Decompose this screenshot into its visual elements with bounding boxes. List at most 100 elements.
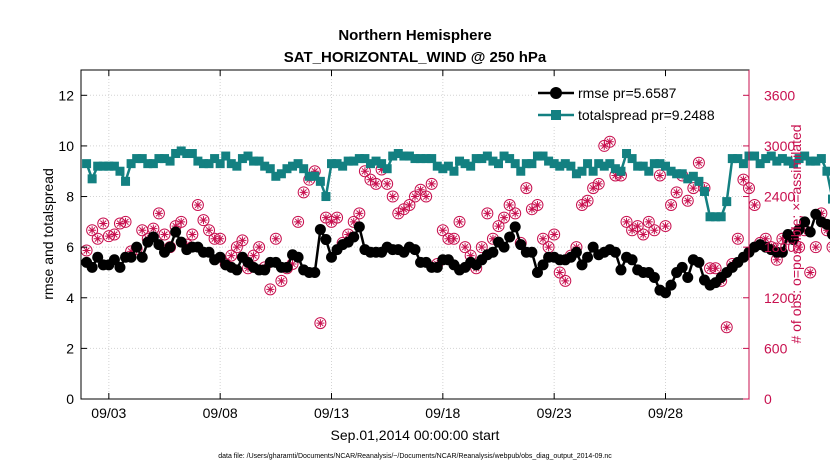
totalspread-point <box>560 159 570 169</box>
obs-assimilated-marker <box>110 230 119 239</box>
obs-assimilated-marker <box>394 209 403 218</box>
rmse-point <box>108 254 120 266</box>
obs-possible-marker <box>681 194 694 207</box>
legend-box <box>532 78 742 126</box>
chart-title: Northern Hemisphere <box>338 27 491 44</box>
legend: rmse pr=5.6587 totalspread pr=9.2488 <box>532 78 742 126</box>
obs-assimilated-marker <box>310 167 319 176</box>
totalspread-point <box>304 171 314 181</box>
obs-assimilated-marker <box>589 184 598 193</box>
totalspread-point <box>494 159 503 169</box>
rmse-point <box>164 241 176 253</box>
obs-assimilated-marker <box>205 226 214 235</box>
obs-possible-marker <box>665 198 678 211</box>
obs-count-point <box>91 232 104 245</box>
rmse-point <box>92 251 104 263</box>
totalspread-point <box>777 154 787 164</box>
obs-assimilated-marker <box>121 217 130 226</box>
obs-assimilated-marker <box>177 217 186 226</box>
obs-possible-marker <box>331 211 344 224</box>
obs-possible-marker <box>720 321 733 334</box>
obs-count-point <box>186 228 199 241</box>
rmse-point <box>314 223 326 235</box>
totalspread-point <box>98 161 108 171</box>
obs-count-point <box>631 220 644 233</box>
obs-count-point <box>264 283 277 296</box>
obs-assimilated-marker <box>383 179 392 188</box>
y-axis-ticks: 0 2 4 6 8 10 12 <box>58 87 87 407</box>
obs-count-point <box>275 274 288 287</box>
totalspread-point <box>254 156 264 166</box>
obs-possible-marker <box>175 215 188 228</box>
totalspread-point <box>627 154 637 164</box>
totalspread-point <box>577 166 587 176</box>
obs-possible-marker <box>498 211 511 224</box>
totalspread-point <box>794 154 804 164</box>
rmse-point <box>320 234 332 246</box>
right-axis-ticks: 0 600 1200 1800 2400 3000 3600 <box>743 70 795 407</box>
obs-assimilated-marker <box>449 234 458 243</box>
obs-count-point <box>620 215 633 228</box>
obs-count-point <box>420 190 433 203</box>
rmse-point <box>348 231 360 243</box>
obs-count-point <box>353 207 366 220</box>
totalspread-point <box>226 159 236 169</box>
obs-count-point <box>108 228 121 241</box>
rmse-point <box>799 216 811 228</box>
rmse-point <box>86 261 98 273</box>
obs-assimilated-marker <box>555 268 564 277</box>
obs-count-point <box>537 232 550 245</box>
obs-count-point <box>158 228 171 241</box>
obs-assimilated-marker <box>488 234 497 243</box>
totalspread-point <box>583 159 593 169</box>
totalspread-point <box>822 166 830 176</box>
y-tick-label: 6 <box>66 239 74 255</box>
obs-possible-marker <box>264 283 277 296</box>
obs-count-point <box>648 224 661 237</box>
totalspread-point <box>126 159 136 169</box>
rmse-point <box>693 256 705 268</box>
obs-assimilated-marker <box>522 184 531 193</box>
totalspread-point <box>421 154 431 164</box>
obs-assimilated-marker <box>694 158 703 167</box>
totalspread-point <box>143 159 153 169</box>
obs-count-point <box>236 234 249 247</box>
obs-assimilated-marker <box>622 217 631 226</box>
obs-possible-marker <box>436 224 449 237</box>
obs-assimilated-marker <box>533 200 542 209</box>
totalspread-point <box>182 149 192 159</box>
obs-assimilated-marker <box>333 213 342 222</box>
totalspread-point <box>538 151 548 161</box>
totalspread-point <box>566 161 576 171</box>
totalspread-point <box>327 159 336 169</box>
obs-possible-marker <box>637 228 650 241</box>
y-tick-label: 2 <box>66 340 74 356</box>
totalspread-point <box>649 159 659 169</box>
totalspread-series <box>82 146 830 222</box>
right-tick-label: 600 <box>764 340 788 356</box>
right-tick-label: 1800 <box>764 239 795 255</box>
rmse-point <box>153 239 165 251</box>
rmse-point <box>281 261 293 273</box>
obs-assimilated-marker <box>461 243 470 252</box>
obs-assimilated-marker <box>138 226 147 235</box>
obs-possible-marker <box>670 186 683 199</box>
obs-assimilated-marker <box>271 234 280 243</box>
rmse-point <box>504 231 516 243</box>
rmse-point <box>570 246 582 258</box>
totalspread-point <box>549 159 559 169</box>
totalspread-point <box>466 161 476 171</box>
y-tick-label: 0 <box>66 391 74 407</box>
obs-count-point <box>386 190 399 203</box>
totalspread-point <box>699 186 709 196</box>
totalspread-point <box>315 176 325 186</box>
obs-possible-marker <box>642 215 655 228</box>
obs-count-point <box>191 198 204 211</box>
obs-count-point <box>447 232 460 245</box>
obs-count-point <box>581 194 594 207</box>
obs-assimilated-marker <box>321 213 330 222</box>
obs-count-point <box>503 198 516 211</box>
obs-count-point <box>642 215 655 228</box>
obs-possible-marker <box>631 220 644 233</box>
totalspread-point <box>755 159 765 169</box>
